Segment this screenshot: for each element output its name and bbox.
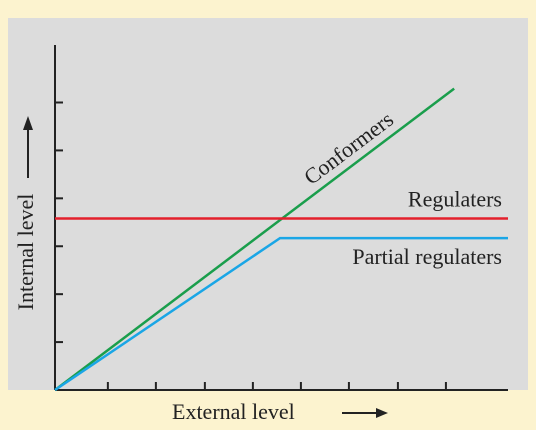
y-axis-label: Internal level	[13, 194, 38, 311]
series-label: Regulaters	[408, 187, 502, 212]
series-label: Partial regulaters	[352, 244, 502, 269]
plot-area	[8, 18, 528, 390]
series-line	[54, 236, 508, 392]
x-axis-label: External level	[172, 399, 295, 424]
series-line	[54, 87, 455, 391]
y-arrow	[23, 116, 33, 178]
x-arrow	[342, 408, 388, 418]
